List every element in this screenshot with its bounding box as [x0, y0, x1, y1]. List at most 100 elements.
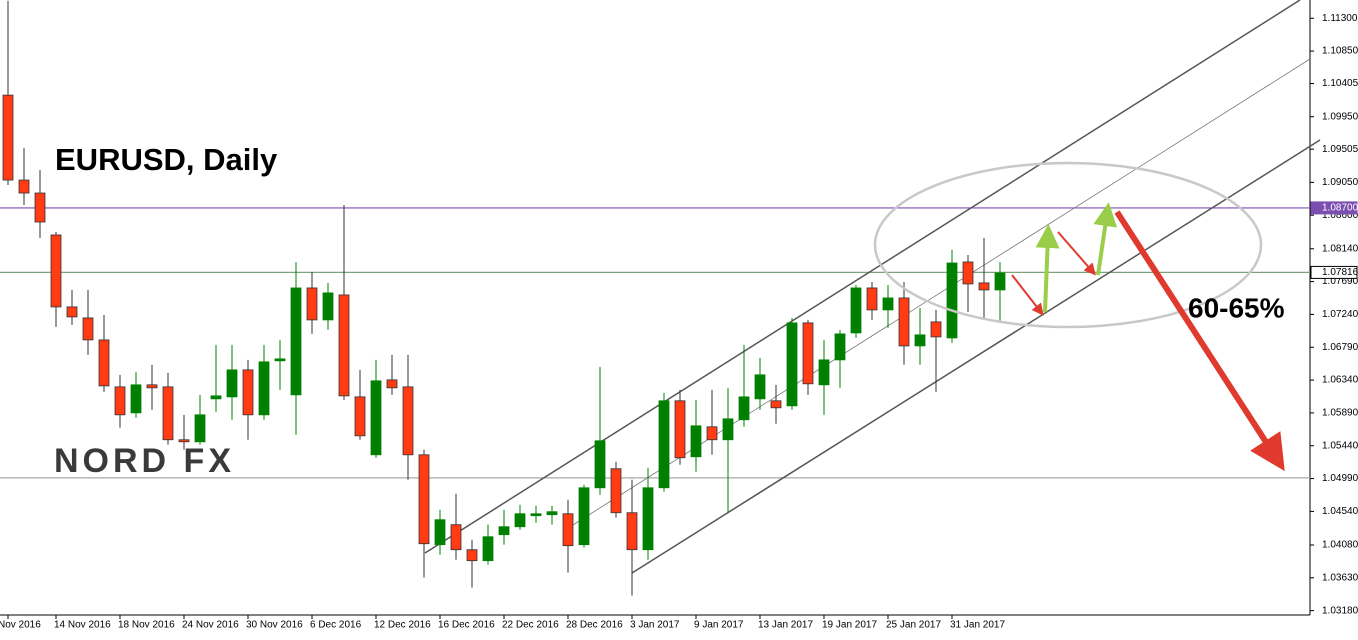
- candle-body: [434, 519, 446, 546]
- candle-body: [370, 380, 382, 456]
- candle-body: [162, 386, 174, 441]
- y-tick-label: 1.09950: [1322, 111, 1358, 122]
- candle-body: [706, 426, 718, 441]
- candle-body: [466, 549, 478, 562]
- y-tick-label: 1.06340: [1322, 375, 1358, 386]
- arrow-forecast: [1114, 210, 1285, 472]
- x-tick-label: 19 Jan 2017: [822, 620, 877, 631]
- candle-body: [610, 468, 622, 514]
- candle-body: [450, 524, 462, 551]
- chart-title: EURUSD, Daily: [55, 142, 278, 177]
- x-tick-label: 22 Dec 2016: [502, 620, 559, 631]
- candle-body: [2, 94, 14, 181]
- candle-body: [642, 487, 654, 551]
- candle-body: [850, 287, 862, 334]
- y-tick-label: 1.05440: [1322, 440, 1358, 451]
- candle-body: [306, 287, 318, 321]
- candle-body: [786, 322, 798, 407]
- x-tick-label: 24 Nov 2016: [182, 620, 239, 631]
- x-tick-label: 13 Jan 2017: [758, 620, 813, 631]
- candle-body: [498, 526, 510, 536]
- candle-body: [418, 454, 430, 545]
- candle-body: [66, 306, 78, 318]
- candle-body: [770, 400, 782, 409]
- candle-body: [210, 395, 222, 400]
- highlight-ellipse: [873, 161, 1263, 329]
- arrow-down: [1011, 274, 1044, 316]
- y-tick-label: 1.09050: [1322, 177, 1358, 188]
- channel-lower: [631, 139, 1321, 574]
- logo: NORD FX: [54, 442, 235, 480]
- candle-body: [898, 297, 910, 347]
- candle-body: [962, 261, 974, 285]
- y-tick-label: 1.10850: [1322, 46, 1358, 57]
- candle-body: [818, 359, 830, 386]
- candle-body: [978, 282, 990, 291]
- arrow-up: [1093, 202, 1118, 276]
- level-label: 1.08700: [1322, 203, 1358, 214]
- x-tick-label: 31 Jan 2017: [950, 620, 1005, 631]
- candle-body: [834, 333, 846, 361]
- y-tick-label: 1.05890: [1322, 408, 1358, 419]
- x-tick-label: 18 Nov 2016: [118, 620, 175, 631]
- x-tick-label: 28 Dec 2016: [566, 620, 623, 631]
- candle-body: [546, 511, 558, 516]
- y-tick-label: 1.04080: [1322, 540, 1358, 551]
- level-label-box: [1310, 265, 1358, 279]
- candle-body: [658, 400, 670, 489]
- candle-body: [754, 374, 766, 400]
- x-tick-label: 9 Jan 2017: [694, 620, 744, 631]
- candle-body: [738, 396, 750, 421]
- candle-body: [82, 317, 94, 341]
- y-tick-label: 1.08600: [1322, 210, 1358, 221]
- y-tick-label: 1.11300: [1322, 13, 1358, 24]
- candle-body: [594, 440, 606, 489]
- plot-base: [0, 0, 1311, 616]
- candle-body: [626, 512, 638, 551]
- x-tick-label: 14 Nov 2016: [54, 620, 111, 631]
- x-tick-label: 30 Nov 2016: [246, 620, 303, 631]
- candle-body: [386, 379, 398, 389]
- x-tick-label: 12 Dec 2016: [374, 620, 431, 631]
- x-tick-label: Nov 2016: [0, 620, 41, 631]
- candle-body: [194, 414, 206, 443]
- candle-body: [338, 294, 350, 397]
- candle-body: [674, 400, 686, 459]
- x-tick-label: 3 Jan 2017: [630, 620, 680, 631]
- y-tick-label: 1.06790: [1322, 342, 1358, 353]
- candle-body: [258, 361, 270, 416]
- candle-body: [514, 513, 526, 528]
- candle-body: [242, 369, 254, 416]
- candle-body: [914, 334, 926, 347]
- candle-body: [946, 262, 958, 339]
- axes: 1.11300 1.10850 1.10405 1.09950 1.09505 1.090…: [0, 13, 1358, 631]
- arrow-up: [1035, 224, 1060, 313]
- candle-body: [98, 339, 110, 387]
- candle-body: [226, 369, 238, 398]
- candles: [2, 0, 1006, 596]
- level-label: 1.07816: [1322, 267, 1358, 278]
- candle-body: [178, 439, 190, 443]
- annotations: EURUSD, Daily 60-65% NORD FX: [54, 142, 1285, 480]
- candle-body: [930, 321, 942, 338]
- candle-body: [482, 536, 494, 562]
- y-tick-label: 1.04540: [1322, 506, 1358, 517]
- y-tick-label: 1.10405: [1322, 78, 1358, 89]
- candle-body: [274, 358, 286, 362]
- channel-middle: [564, 58, 1311, 531]
- y-tick-label: 1.07240: [1322, 309, 1358, 320]
- x-tick-label: 6 Dec 2016: [310, 620, 362, 631]
- x-tick-label: 25 Jan 2017: [886, 620, 941, 631]
- x-tick-label: 16 Dec 2016: [438, 620, 495, 631]
- candle-body: [18, 179, 30, 194]
- channel-upper: [424, 0, 1301, 554]
- candle-body: [690, 425, 702, 458]
- candle-body: [866, 287, 878, 311]
- candle-body: [354, 396, 366, 437]
- candle-body: [146, 384, 158, 389]
- candle-body: [402, 386, 414, 456]
- candle-body: [130, 384, 142, 414]
- candle-body: [578, 487, 590, 546]
- candle-body: [50, 234, 62, 308]
